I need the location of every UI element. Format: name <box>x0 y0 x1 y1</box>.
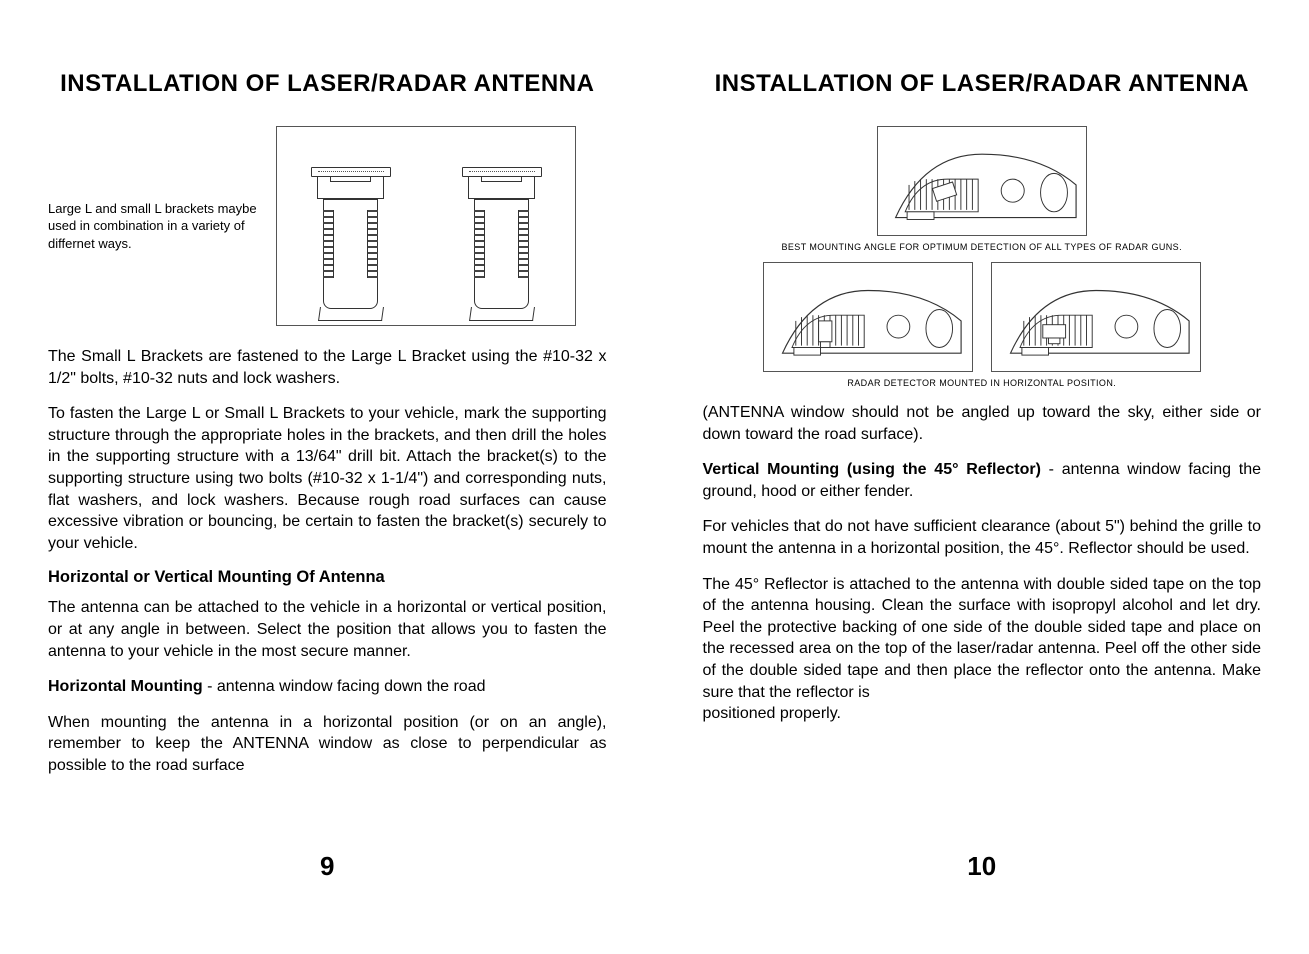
paragraph: (ANTENNA window should not be angled up … <box>703 402 1262 445</box>
paragraph: The Small L Brackets are fastened to the… <box>48 346 607 389</box>
figure-caption: Large L and small L brackets maybe used … <box>48 200 258 253</box>
car-illustration <box>773 271 963 367</box>
antenna-illustration <box>462 167 542 321</box>
figure-horizontal-pair: RADAR DETECTOR MOUNTED IN HORIZONTAL POS… <box>703 262 1262 388</box>
inline-heading-rest: - antenna window facing down the road <box>203 678 486 695</box>
page-title: INSTALLATION OF LASER/RADAR ANTENNA <box>48 70 607 98</box>
page-left: INSTALLATION OF LASER/RADAR ANTENNA Larg… <box>0 0 655 954</box>
page-number: 10 <box>655 851 1309 882</box>
figure-box <box>276 126 576 326</box>
paragraph: To fasten the Large L or Small L Bracket… <box>48 403 607 554</box>
paragraph: positioned properly. <box>703 703 1262 725</box>
figure-caption: RADAR DETECTOR MOUNTED IN HORIZONTAL POS… <box>847 378 1116 388</box>
figure-brackets: Large L and small L brackets maybe used … <box>48 126 607 326</box>
paragraph: When mounting the antenna in a horizonta… <box>48 712 607 777</box>
paragraph: Horizontal Mounting - antenna window fac… <box>48 676 607 698</box>
figure-box <box>991 262 1201 372</box>
car-illustration <box>1001 271 1191 367</box>
page-spread: INSTALLATION OF LASER/RADAR ANTENNA Larg… <box>0 0 1309 954</box>
paragraph: The antenna can be attached to the vehic… <box>48 597 607 662</box>
paragraph: The 45° Reflector is attached to the ant… <box>703 574 1262 704</box>
inline-heading: Horizontal Mounting <box>48 678 203 695</box>
car-illustration <box>886 135 1078 231</box>
inline-heading: Vertical Mounting (using the 45° Reflect… <box>703 461 1041 478</box>
figure-box <box>877 126 1087 236</box>
figure-best-angle: BEST MOUNTING ANGLE FOR OPTIMUM DETECTIO… <box>703 126 1262 252</box>
figure-box <box>763 262 973 372</box>
paragraph: For vehicles that do not have sufficient… <box>703 516 1262 559</box>
paragraph: Vertical Mounting (using the 45° Reflect… <box>703 459 1262 502</box>
page-number: 9 <box>0 851 655 882</box>
section-heading: Horizontal or Vertical Mounting Of Anten… <box>48 568 607 587</box>
page-title: INSTALLATION OF LASER/RADAR ANTENNA <box>703 70 1262 98</box>
antenna-illustration <box>311 167 391 321</box>
page-right: INSTALLATION OF LASER/RADAR ANTENNA <box>655 0 1309 954</box>
figure-caption: BEST MOUNTING ANGLE FOR OPTIMUM DETECTIO… <box>782 242 1182 252</box>
